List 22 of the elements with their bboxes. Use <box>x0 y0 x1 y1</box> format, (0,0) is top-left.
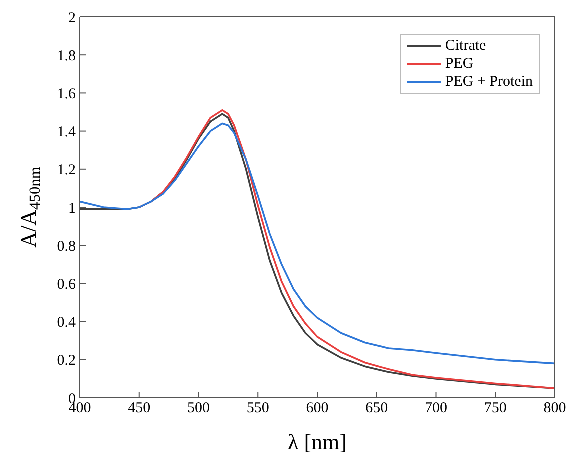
y-tick-label: 1.6 <box>57 86 76 103</box>
x-tick-label: 450 <box>128 400 151 417</box>
y-tick-label: 1 <box>68 200 76 217</box>
legend-label: PEG + Protein <box>445 73 533 91</box>
x-axis-title: λ [nm] <box>288 430 347 455</box>
y-tick-label: 0.2 <box>57 353 76 370</box>
y-tick-label: 0.6 <box>57 277 76 294</box>
y-tick-label: 1.8 <box>57 48 76 64</box>
x-tick-label: 800 <box>544 400 566 417</box>
y-tick-label: 2 <box>68 10 76 26</box>
y-tick-label: 1.4 <box>57 124 76 141</box>
x-tick-label: 700 <box>425 400 448 417</box>
y-tick-label: 1.2 <box>57 162 76 179</box>
legend-label: Citrate <box>445 37 486 55</box>
x-tick-label: 500 <box>188 400 210 417</box>
x-tick-label: 600 <box>306 400 329 417</box>
y-tick-label: 0.8 <box>57 238 76 255</box>
legend-label: PEG <box>445 55 474 73</box>
y-tick-label: 0.4 <box>57 315 76 332</box>
x-tick-label: 550 <box>246 400 270 417</box>
x-tick-label: 650 <box>366 400 388 417</box>
x-tick-label: 750 <box>484 400 507 417</box>
